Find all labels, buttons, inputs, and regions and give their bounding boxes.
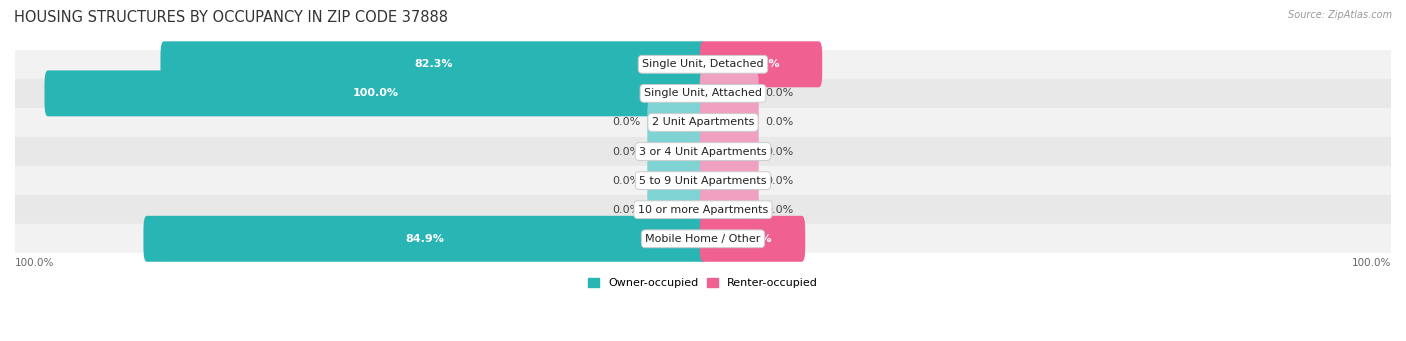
FancyBboxPatch shape (700, 100, 759, 145)
FancyBboxPatch shape (700, 216, 806, 262)
Text: 82.3%: 82.3% (415, 59, 453, 69)
Bar (15, 108, 1391, 137)
Text: 0.0%: 0.0% (613, 117, 641, 128)
Text: 17.7%: 17.7% (742, 59, 780, 69)
Text: 100.0%: 100.0% (15, 258, 55, 268)
Text: Single Unit, Detached: Single Unit, Detached (643, 59, 763, 69)
FancyBboxPatch shape (700, 70, 759, 116)
Text: 10 or more Apartments: 10 or more Apartments (638, 205, 768, 215)
Bar (15, 50, 1391, 79)
Bar (15, 79, 1391, 108)
Legend: Owner-occupied, Renter-occupied: Owner-occupied, Renter-occupied (583, 273, 823, 293)
Text: 5 to 9 Unit Apartments: 5 to 9 Unit Apartments (640, 176, 766, 186)
Text: 2 Unit Apartments: 2 Unit Apartments (652, 117, 754, 128)
Text: 0.0%: 0.0% (613, 205, 641, 215)
Text: 0.0%: 0.0% (765, 88, 793, 98)
FancyBboxPatch shape (647, 129, 706, 175)
Bar (15, 195, 1391, 224)
Text: 100.0%: 100.0% (353, 88, 398, 98)
Text: HOUSING STRUCTURES BY OCCUPANCY IN ZIP CODE 37888: HOUSING STRUCTURES BY OCCUPANCY IN ZIP C… (14, 10, 449, 25)
Text: 3 or 4 Unit Apartments: 3 or 4 Unit Apartments (640, 147, 766, 157)
Text: 15.1%: 15.1% (733, 234, 772, 244)
Text: Mobile Home / Other: Mobile Home / Other (645, 234, 761, 244)
Bar (15, 166, 1391, 195)
FancyBboxPatch shape (647, 187, 706, 233)
Bar (15, 137, 1391, 166)
Text: 0.0%: 0.0% (765, 176, 793, 186)
Bar (15, 224, 1391, 253)
Text: 0.0%: 0.0% (613, 147, 641, 157)
Text: 100.0%: 100.0% (1351, 258, 1391, 268)
FancyBboxPatch shape (45, 70, 706, 116)
Text: 0.0%: 0.0% (613, 176, 641, 186)
Text: 84.9%: 84.9% (405, 234, 444, 244)
FancyBboxPatch shape (647, 158, 706, 204)
FancyBboxPatch shape (700, 41, 823, 87)
Text: Source: ZipAtlas.com: Source: ZipAtlas.com (1288, 10, 1392, 20)
FancyBboxPatch shape (143, 216, 706, 262)
Text: 0.0%: 0.0% (765, 147, 793, 157)
FancyBboxPatch shape (700, 129, 759, 175)
FancyBboxPatch shape (700, 158, 759, 204)
Text: 0.0%: 0.0% (765, 117, 793, 128)
Text: 0.0%: 0.0% (765, 205, 793, 215)
Text: Single Unit, Attached: Single Unit, Attached (644, 88, 762, 98)
FancyBboxPatch shape (160, 41, 706, 87)
FancyBboxPatch shape (700, 187, 759, 233)
FancyBboxPatch shape (647, 100, 706, 145)
